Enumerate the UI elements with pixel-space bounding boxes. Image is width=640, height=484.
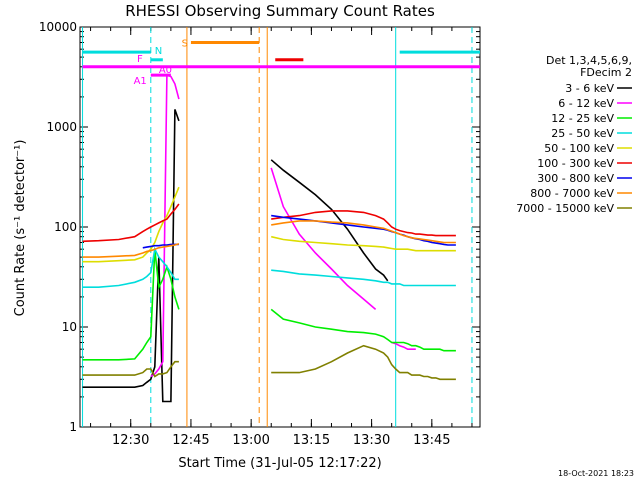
flag-label: A1 — [134, 76, 147, 87]
y-tick-label: 10 — [62, 320, 77, 334]
legend-header: FDecim 2 — [580, 66, 632, 79]
x-tick-label: 13:00 — [232, 433, 269, 448]
y-tick-label: 1 — [69, 420, 77, 434]
legend-entry-label: 25 - 50 keV — [551, 127, 614, 140]
axes-layer: 1 10 100 1000 10000 12:30 12:45 13:00 13:15 13:30… — [39, 20, 481, 448]
series-line — [142, 243, 179, 249]
x-tick-label: 12:45 — [172, 433, 209, 448]
series-line — [270, 159, 389, 282]
x-tick-label: 13:15 — [293, 433, 330, 448]
legend-entry-label: 300 - 800 keV — [537, 172, 614, 185]
timestamp-footer: 18-Oct-2021 18:23 — [558, 469, 634, 478]
legend-header: Det 1,3,4,5,6,9, — [546, 54, 632, 67]
series-line — [271, 210, 456, 237]
legend-entry-label: 50 - 100 keV — [544, 142, 614, 155]
y-tick-label: 100 — [54, 220, 77, 234]
flag-label: A0 — [159, 65, 172, 76]
flag-bars-layer: N S F A0 A1 — [82, 38, 480, 87]
series-line — [270, 167, 377, 311]
series-line — [270, 308, 456, 352]
x-axis-label: Start Time (31-Jul-05 12:17:22) — [178, 456, 381, 471]
series-line — [82, 203, 180, 243]
series-line — [271, 235, 456, 252]
x-tick-label: 13:45 — [413, 433, 450, 448]
series-layer — [82, 73, 456, 403]
legend: Det 1,3,4,5,6,9,FDecim 2 3 - 6 keV 6 - 12 … — [516, 54, 632, 215]
series-line — [82, 249, 180, 361]
legend-entry-label: 12 - 25 keV — [551, 112, 614, 125]
x-tick-label: 13:30 — [353, 433, 390, 448]
chart-title: RHESSI Observing Summary Count Rates — [125, 2, 435, 20]
y-axis-label: Count Rate (s⁻¹ detector⁻¹) — [13, 140, 28, 317]
legend-entry-label: 6 - 12 keV — [558, 97, 614, 110]
flag-label: S — [182, 38, 188, 49]
y-tick-label: 10000 — [39, 20, 77, 34]
y-tick-label: 1000 — [46, 120, 77, 134]
series-line — [391, 341, 416, 351]
series-line — [271, 220, 456, 244]
series-line — [82, 246, 179, 289]
legend-entry-label: 3 - 6 keV — [565, 82, 614, 95]
flag-label: F — [137, 54, 143, 65]
series-line — [271, 269, 456, 287]
legend-entry-label: 800 - 7000 keV — [530, 187, 614, 200]
series-line — [82, 360, 179, 378]
series-line — [82, 242, 180, 258]
flag-label: N — [155, 46, 162, 57]
x-tick-label: 12:30 — [112, 433, 149, 448]
series-line — [271, 344, 456, 381]
legend-entry-label: 100 - 300 keV — [537, 157, 614, 170]
legend-entry-label: 7000 - 15000 keV — [516, 202, 614, 215]
